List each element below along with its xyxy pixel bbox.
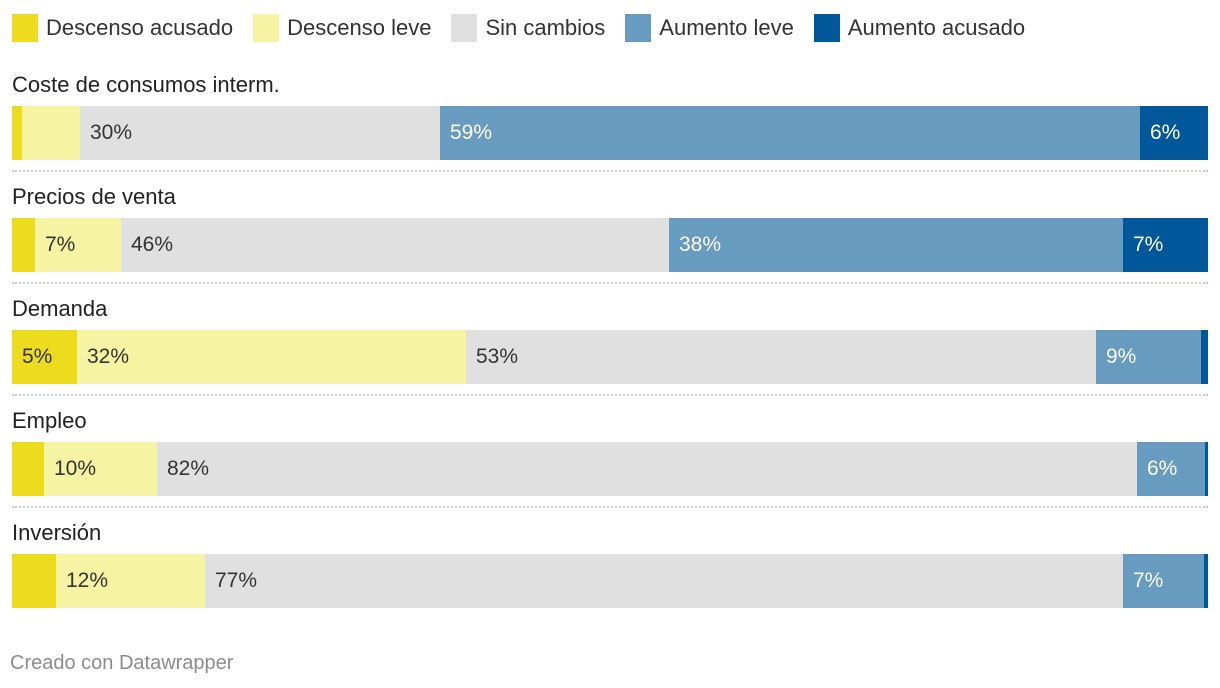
chart-row: Empleo 10% 82% 6% [12,406,1208,518]
category-label: Empleo [12,408,87,433]
legend-swatch [625,14,652,42]
bar-segment [12,106,22,160]
row-divider [12,394,1208,396]
legend-swatch [253,14,280,42]
data-label: 7% [1133,569,1164,592]
legend-label: Sin cambios [485,15,606,40]
stacked-bar: 12% 77% 7% [12,554,1208,608]
bar-segment: 10% [44,442,157,496]
bar-segment: 7% [1123,554,1204,608]
chart-row: Coste de consumos interm. 30% 59% 6% [12,70,1208,182]
legend-item: Descenso acusado [12,14,233,42]
bar-segment: 12% [56,554,205,608]
data-label: 53% [476,345,519,368]
bar-segment: 7% [1123,218,1208,272]
row-divider [12,170,1208,172]
data-label: 10% [54,457,97,480]
legend-label: Descenso leve [287,15,432,40]
data-label: 30% [90,121,133,144]
legend-swatch [451,14,478,42]
bar-segment [12,218,35,272]
bar-segment: 82% [157,442,1137,496]
data-label: 9% [1106,345,1137,368]
chart-rows: Coste de consumos interm. 30% 59% 6% Precios… [12,70,1208,630]
legend-label: Descenso acusado [46,15,234,40]
bar-segment: 30% [80,106,440,160]
bar-segment: 5% [12,330,77,384]
footer-credit: Creado con Datawrapper [10,652,234,674]
category-label: Coste de consumos interm. [12,72,280,97]
legend-swatch [12,14,38,42]
stacked-bar: 30% 59% 6% [12,106,1208,160]
chart-row: Inversión 12% 77% 7% [12,518,1208,630]
bar-segment: 7% [35,218,121,272]
chart-row: Demanda 5% 32% 53% 9% [12,294,1208,406]
bar-segment: 53% [466,330,1096,384]
legend-label: Aumento leve [659,15,794,40]
legend-item: Aumento leve [625,14,794,42]
category-label: Precios de venta [12,184,176,209]
chart-legend: Descenso acusado Descenso leve Sin cambios… [12,14,1045,42]
bar-segment: 32% [77,330,466,384]
bar-segment: 6% [1140,106,1208,160]
data-label: 7% [45,233,76,256]
data-label: 12% [66,569,109,592]
legend-item: Aumento acusado [813,14,1026,42]
legend-swatch [813,14,840,42]
bar-segment: 77% [205,554,1123,608]
legend-item: Descenso leve [253,14,431,42]
chart-row: Precios de venta 7% 46% 38% 7% [12,182,1208,294]
data-label: 5% [22,345,53,368]
bar-segment [22,106,80,160]
stacked-bar: 5% 32% 53% 9% [12,330,1208,384]
row-divider [12,506,1208,508]
data-label: 32% [87,345,130,368]
data-label: 59% [450,121,493,144]
row-divider [12,282,1208,284]
data-label: 77% [215,569,258,592]
bar-segment: 6% [1137,442,1205,496]
stacked-bar: 10% 82% 6% [12,442,1208,496]
legend-label: Aumento acusado [847,15,1026,40]
bar-segment: 46% [121,218,669,272]
data-label: 6% [1150,121,1181,144]
data-label: 82% [167,457,210,480]
bar-segment [1201,330,1208,384]
stacked-bar: 7% 46% 38% 7% [12,218,1208,272]
data-label: 6% [1147,457,1178,480]
bar-segment: 9% [1096,330,1201,384]
bar-segment: 38% [669,218,1123,272]
legend-item: Sin cambios [451,14,605,42]
category-label: Inversión [12,520,102,545]
bar-segment [12,442,44,496]
category-label: Demanda [12,296,108,321]
bar-segment: 59% [440,106,1140,160]
data-label: 46% [131,233,174,256]
bar-segment [1204,554,1208,608]
bar-segment [1205,442,1208,496]
data-label: 7% [1133,233,1164,256]
bar-segment [12,554,56,608]
data-label: 38% [679,233,722,256]
